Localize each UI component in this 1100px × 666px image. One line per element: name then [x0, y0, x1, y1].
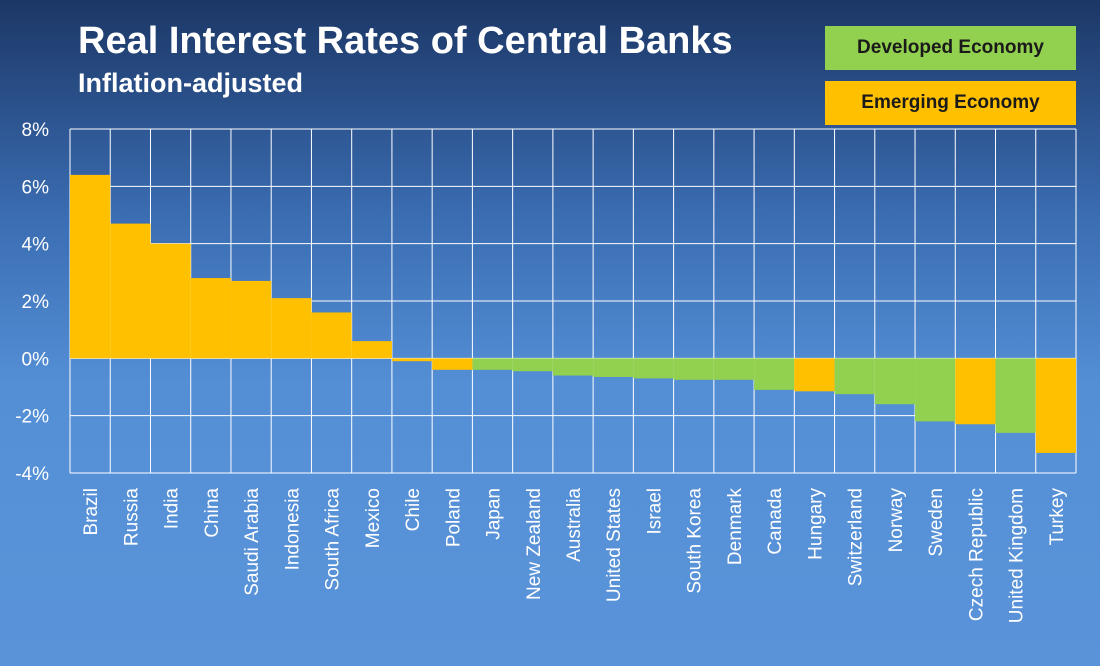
x-category-label: India	[162, 488, 183, 530]
bar-canada	[754, 358, 795, 390]
bar-australia	[552, 358, 594, 376]
x-category-label: China	[202, 488, 223, 538]
y-tick-label: 0%	[22, 349, 50, 370]
bar-united-kingdom	[995, 358, 1036, 433]
x-category-label: Russia	[121, 488, 142, 547]
x-category-label: Czech Republic	[966, 488, 987, 621]
x-category-label: Sweden	[926, 488, 947, 557]
x-category-label: Turkey	[1047, 488, 1068, 546]
bar-new-zealand	[512, 358, 553, 372]
bar-turkey	[1035, 358, 1076, 453]
bar-switzerland	[834, 358, 875, 395]
x-category-label: Norway	[886, 488, 907, 553]
bar-india	[150, 243, 191, 359]
x-category-label: Switzerland	[846, 488, 867, 586]
bar-hungary	[794, 358, 835, 392]
bar-south-korea	[673, 358, 714, 380]
y-tick-label: 8%	[22, 120, 50, 141]
y-tick-label: 6%	[22, 177, 50, 198]
bar-chile	[391, 358, 433, 362]
bar-russia	[110, 223, 151, 359]
chart-title: Real Interest Rates of Central Banks	[78, 20, 733, 62]
x-category-label: Canada	[765, 488, 786, 555]
x-category-label: South Africa	[323, 488, 344, 591]
x-category-label: Indonesia	[282, 488, 303, 571]
x-category-label: Poland	[443, 488, 464, 547]
x-category-label: Denmark	[725, 488, 746, 566]
bar-mexico	[351, 341, 392, 359]
bar-china	[190, 278, 231, 359]
bar-indonesia	[271, 298, 312, 359]
bar-saudi-arabia	[230, 280, 272, 359]
x-category-label: Brazil	[81, 488, 102, 536]
bar-norway	[874, 358, 916, 405]
bar-czech-republic	[955, 358, 996, 425]
x-category-label: New Zealand	[524, 488, 545, 600]
bar-denmark	[713, 358, 755, 380]
x-category-label: Chile	[403, 488, 424, 531]
x-category-label: South Korea	[685, 488, 706, 594]
bar-brazil	[70, 174, 111, 359]
y-tick-label: -4%	[15, 464, 49, 485]
y-tick-label: 4%	[22, 235, 50, 256]
x-category-label: Hungary	[805, 488, 826, 560]
x-category-label: Japan	[484, 488, 505, 540]
bar-sweden	[915, 358, 956, 422]
legend-emerging-economy: Emerging Economy	[825, 81, 1076, 125]
legend-emerging-label: Emerging Economy	[861, 92, 1040, 113]
x-category-label: Australia	[564, 488, 585, 562]
legend-developed-economy: Developed Economy	[825, 26, 1076, 70]
bar-israel	[633, 358, 674, 379]
x-category-label: Saudi Arabia	[242, 488, 263, 596]
y-tick-label: 2%	[22, 292, 50, 313]
x-category-label: United Kingdom	[1007, 488, 1028, 623]
bar-japan	[472, 358, 513, 370]
legend-developed-label: Developed Economy	[857, 37, 1044, 58]
y-tick-label: -2%	[15, 407, 49, 428]
x-category-label: United States	[604, 488, 625, 602]
bar-south-africa	[311, 312, 352, 359]
chart-subtitle: Inflation-adjusted	[78, 68, 303, 98]
x-category-label: Mexico	[363, 488, 384, 548]
bar-united-states	[593, 358, 634, 377]
x-category-label: Israel	[644, 488, 665, 534]
bar-poland	[432, 358, 473, 370]
